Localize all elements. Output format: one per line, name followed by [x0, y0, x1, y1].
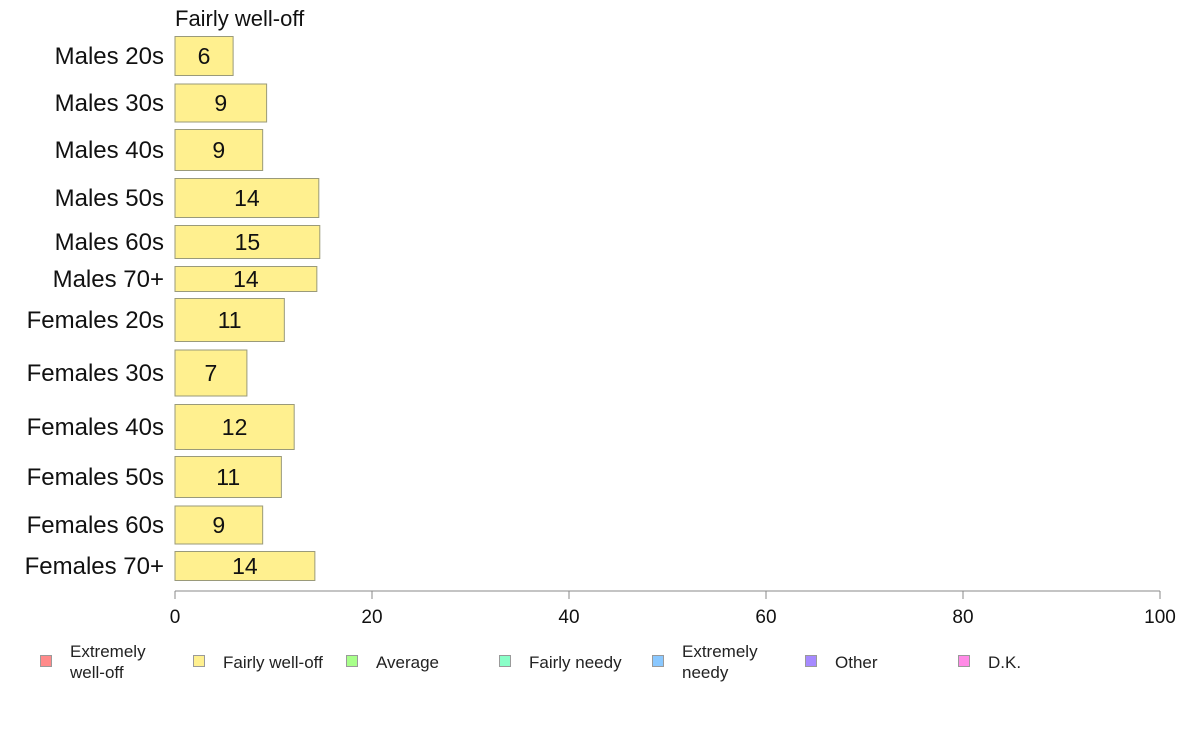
- bar-females-20s: [174, 298, 285, 342]
- bar-females-40s: [174, 404, 295, 450]
- bar-males-50s: [174, 178, 320, 218]
- legend-swatch-extremely-needy: [652, 655, 664, 667]
- x-axis: 0 20 40 60 80 100: [170, 590, 1176, 628]
- legend-label-dk: D.K.: [988, 652, 1022, 672]
- legend-swatch-dk: [958, 655, 970, 667]
- category-labels: Males 20s Males 30s Males 40s Males 50s Male…: [25, 43, 164, 580]
- bar-males-70plus: [174, 266, 318, 292]
- x-tick-label-20: 20: [361, 607, 382, 628]
- category-label-females-60s: Females 60s: [27, 512, 164, 539]
- data-label-males-20s: 6: [198, 43, 211, 69]
- legend-swatch-other: [805, 655, 817, 667]
- legend-swatch-fairly-needy: [499, 655, 511, 667]
- data-label-females-40s: 12: [222, 414, 248, 440]
- bar-males-60s: [174, 225, 321, 259]
- legend-label-other: Other: [835, 652, 878, 672]
- x-tick-label-0: 0: [170, 607, 181, 628]
- data-label-males-40s: 9: [212, 137, 225, 163]
- data-label-females-20s: 11: [218, 307, 242, 333]
- legend-swatch-extremely-well-off: [40, 655, 52, 667]
- bar-males-30s: [174, 83, 268, 123]
- chart-title: Fairly well-off: [175, 6, 305, 31]
- bar-females-70plus: [174, 551, 316, 581]
- legend-swatch-fairly-well-off: [193, 655, 205, 667]
- legend-swatch-average: [346, 655, 358, 667]
- legend-label-fairly-well-off: Fairly well-off: [223, 652, 323, 672]
- legend-label-average: Average: [376, 652, 440, 672]
- data-label-males-50s: 14: [234, 185, 260, 211]
- category-label-females-20s: Females 20s: [27, 307, 164, 334]
- bar-females-60s: [174, 505, 264, 545]
- category-label-males-20s: Males 20s: [55, 43, 164, 70]
- category-label-females-50s: Females 50s: [27, 464, 164, 491]
- legend-label-fairly-needy: Fairly needy: [529, 652, 622, 672]
- bar-females-50s: [174, 456, 282, 498]
- category-label-females-70plus: Females 70+: [25, 553, 164, 580]
- category-label-males-50s: Males 50s: [55, 185, 164, 212]
- data-label-males-70plus: 14: [233, 266, 259, 292]
- legend-label-extremely-needy: Extremely needy: [682, 642, 758, 682]
- category-label-males-60s: Males 60s: [55, 229, 164, 256]
- x-tick-label-100: 100: [1144, 607, 1176, 628]
- bar-males-20s: [174, 36, 234, 76]
- data-label-females-70plus: 14: [232, 553, 258, 579]
- category-label-females-30s: Females 30s: [27, 360, 164, 387]
- category-label-males-40s: Males 40s: [55, 137, 164, 164]
- x-tick-label-40: 40: [558, 607, 579, 628]
- data-label-males-30s: 9: [214, 90, 227, 116]
- legend: Extremely well-off Fairly well-off Avera…: [0, 640, 1188, 690]
- category-label-males-30s: Males 30s: [55, 90, 164, 117]
- data-label-females-50s: 11: [216, 464, 240, 490]
- data-label-females-30s: 7: [205, 360, 218, 386]
- category-label-males-70plus: Males 70+: [53, 266, 164, 293]
- legend-label-extremely-well-off: Extremely well-off: [70, 642, 146, 682]
- x-tick-label-60: 60: [755, 607, 776, 628]
- data-label-females-60s: 9: [212, 512, 225, 538]
- data-label-males-60s: 15: [235, 229, 261, 255]
- bar-males-40s: [174, 129, 264, 171]
- category-label-females-40s: Females 40s: [27, 414, 164, 441]
- x-tick-label-80: 80: [952, 607, 973, 628]
- bar-females-30s: [174, 349, 248, 397]
